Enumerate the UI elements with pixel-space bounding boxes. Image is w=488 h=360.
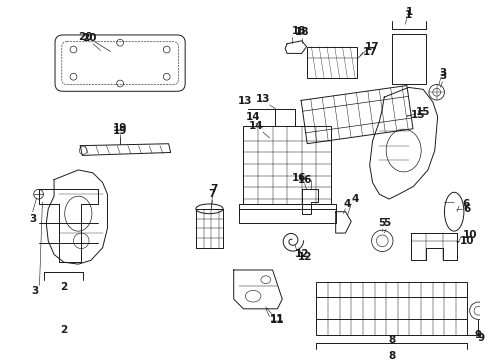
Text: 16: 16 (297, 175, 311, 185)
Text: 18: 18 (291, 26, 305, 36)
Text: 19: 19 (113, 126, 127, 136)
Text: 17: 17 (362, 48, 376, 58)
Text: 11: 11 (269, 315, 284, 325)
Text: 2: 2 (60, 325, 67, 335)
Bar (391, 34, 425, 85)
Text: 13: 13 (238, 96, 252, 106)
Text: 3: 3 (31, 286, 38, 296)
Text: 5: 5 (383, 219, 390, 228)
Text: 17: 17 (365, 42, 379, 51)
Text: 5: 5 (378, 219, 385, 228)
Text: 4: 4 (343, 199, 350, 209)
Bar (306, 46, 356, 78)
Text: 18: 18 (294, 27, 308, 37)
Text: 6: 6 (461, 199, 468, 209)
Text: 10: 10 (459, 236, 473, 246)
Text: 8: 8 (387, 335, 395, 345)
Bar (316, 282, 466, 335)
Text: 9: 9 (474, 330, 481, 340)
Text: 7: 7 (210, 184, 218, 194)
Text: 3: 3 (438, 71, 445, 81)
Text: 12: 12 (297, 252, 311, 262)
Text: 4: 4 (351, 194, 358, 204)
Text: 15: 15 (415, 107, 429, 117)
Text: 10: 10 (462, 230, 476, 240)
Text: 8: 8 (387, 351, 394, 360)
Text: 12: 12 (294, 249, 308, 260)
Bar (243, 126, 330, 204)
Text: 2: 2 (60, 283, 67, 292)
Text: 3: 3 (438, 68, 445, 78)
Text: 7: 7 (208, 189, 216, 199)
Text: 6: 6 (462, 204, 469, 214)
Text: 3: 3 (29, 213, 36, 224)
Text: 14: 14 (248, 121, 263, 131)
Bar (238, 204, 335, 223)
Text: 1: 1 (404, 10, 411, 19)
Text: 20: 20 (81, 33, 96, 43)
Text: 9: 9 (477, 333, 484, 343)
Text: 14: 14 (245, 112, 260, 122)
Text: 15: 15 (410, 109, 425, 120)
Text: 1: 1 (405, 6, 412, 17)
Text: 16: 16 (291, 173, 305, 183)
Text: 19: 19 (113, 123, 127, 133)
Text: 11: 11 (269, 314, 284, 324)
Text: 13: 13 (255, 94, 269, 104)
Text: 20: 20 (78, 32, 92, 42)
